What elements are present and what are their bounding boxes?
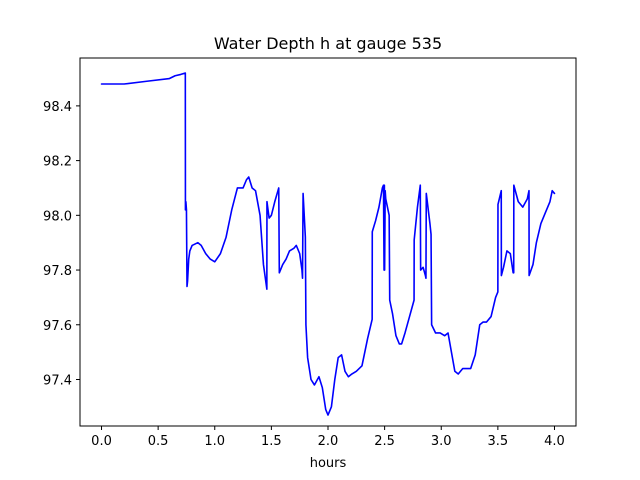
x-tick-label: 0.0 xyxy=(91,434,112,449)
x-tick-label: 2.0 xyxy=(318,434,339,449)
y-tick-label: 98.0 xyxy=(43,209,72,224)
x-tick-label: 4.0 xyxy=(544,434,565,449)
x-tick-label: 3.0 xyxy=(431,434,452,449)
y-tick-label: 97.6 xyxy=(43,319,72,334)
x-tick-label: 1.0 xyxy=(204,434,225,449)
chart-title: Water Depth h at gauge 535 xyxy=(214,34,442,53)
x-tick-label: 1.5 xyxy=(261,434,282,449)
x-tick-label: 0.5 xyxy=(148,434,169,449)
x-axis: 0.0 0.5 1.0 1.5 2.0 2.5 3.0 3.5 4.0 xyxy=(91,426,565,449)
series-layer xyxy=(100,72,556,416)
y-tick-label: 97.8 xyxy=(43,264,72,279)
x-tick-label: 2.5 xyxy=(374,434,395,449)
y-tick-label: 97.4 xyxy=(43,373,72,388)
x-axis-label: hours xyxy=(310,456,347,471)
series-line-0 xyxy=(100,72,556,416)
y-tick-label: 98.4 xyxy=(43,100,72,115)
y-axis: 97.4 97.6 97.8 98.0 98.2 98.4 xyxy=(43,100,80,388)
x-tick-label: 3.5 xyxy=(488,434,509,449)
y-tick-label: 98.2 xyxy=(43,155,72,170)
